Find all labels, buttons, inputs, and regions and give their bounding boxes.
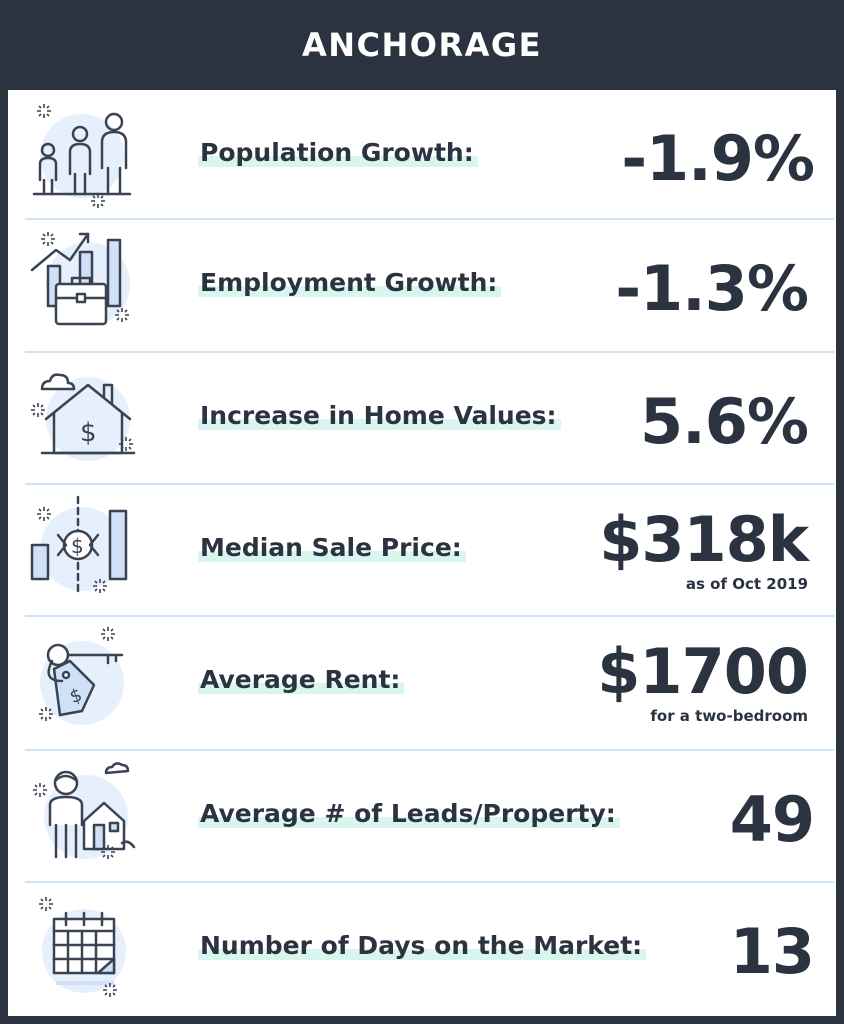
stat-row-median-price: $ Median Sale Price: $318k as of Oct 201… xyxy=(8,485,836,615)
house-dollar-icon: $ xyxy=(30,361,142,473)
divider xyxy=(25,881,834,883)
briefcase-growth-icon xyxy=(30,228,142,340)
average-leads-label: Average # of Leads/Property: xyxy=(198,799,620,828)
population-growth-label: Population Growth: xyxy=(198,138,478,167)
average-leads-value: 49 xyxy=(729,783,815,856)
svg-text:$: $ xyxy=(80,418,97,448)
price-chart-icon: $ xyxy=(30,493,142,605)
stat-row-employment: Employment Growth: -1.3% xyxy=(8,220,836,351)
svg-text:$: $ xyxy=(71,534,84,558)
median-sale-price-value: $318k xyxy=(599,503,809,576)
divider xyxy=(25,351,834,353)
average-rent-value: $1700 xyxy=(597,635,809,708)
divider xyxy=(25,218,834,220)
header-bar: ANCHORAGE xyxy=(0,0,844,90)
average-rent-label: Average Rent: xyxy=(198,665,405,694)
median-sale-price-note: as of Oct 2019 xyxy=(685,575,808,593)
stat-row-average-rent: $ Average Rent: $1700 for a two-bedroom xyxy=(8,617,836,749)
calendar-icon xyxy=(30,895,142,1007)
median-sale-price-label: Median Sale Price: xyxy=(198,533,466,562)
stat-row-days-on-market: Number of Days on the Market: 13 xyxy=(8,883,836,1016)
days-on-market-label: Number of Days on the Market: xyxy=(198,931,647,960)
key-tag-icon: $ xyxy=(30,625,142,737)
population-growth-value: -1.9% xyxy=(621,122,815,195)
employment-growth-label: Employment Growth: xyxy=(198,268,502,297)
divider xyxy=(25,483,834,485)
people-icon xyxy=(30,98,142,210)
home-values-label: Increase in Home Values: xyxy=(198,401,561,430)
days-on-market-value: 13 xyxy=(729,915,815,988)
divider xyxy=(25,615,834,617)
page-title: ANCHORAGE xyxy=(301,26,543,64)
stat-row-home-values: $ Increase in Home Values: 5.6% xyxy=(8,353,836,483)
home-values-value: 5.6% xyxy=(640,385,809,458)
stat-row-population: Population Growth: -1.9% xyxy=(8,90,836,218)
divider xyxy=(25,749,834,751)
stats-panel: Population Growth: -1.9% xyxy=(8,90,836,1016)
average-rent-note: for a two-bedroom xyxy=(650,707,808,725)
stat-row-leads: Average # of Leads/Property: 49 xyxy=(8,751,836,881)
employment-growth-value: -1.3% xyxy=(615,252,809,325)
person-house-icon xyxy=(30,759,142,871)
